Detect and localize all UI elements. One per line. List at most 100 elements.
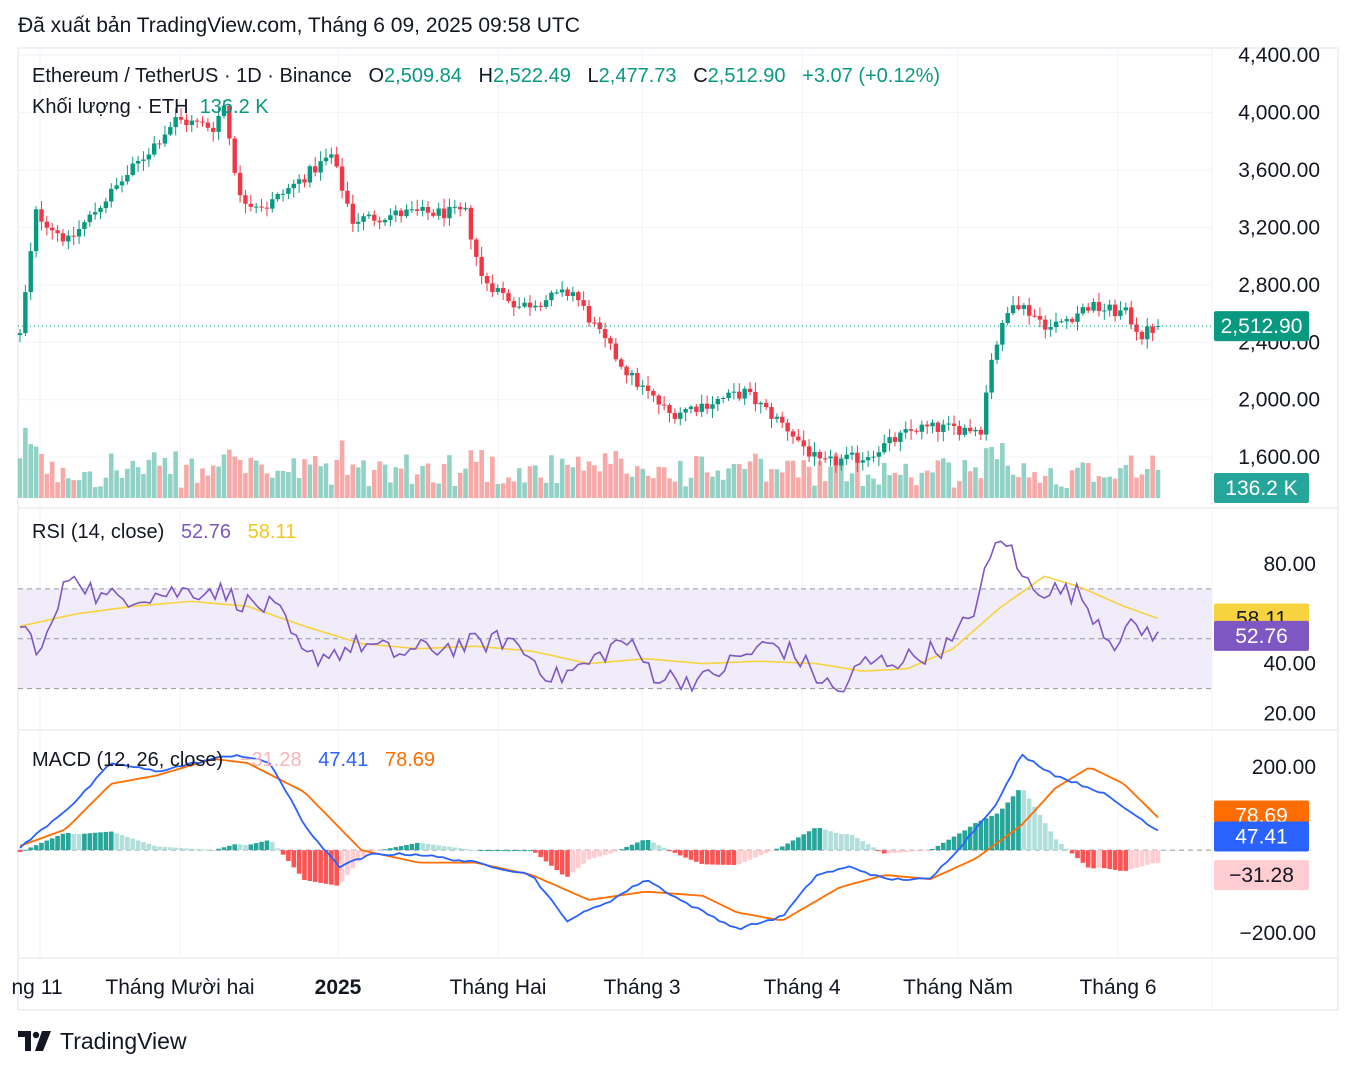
volume-bar [758,458,764,498]
volume-bar [1059,486,1064,498]
volume-badge-bg [1214,473,1309,503]
macd-histogram-bar [704,850,710,865]
volume-bar [919,472,925,498]
macd-histogram-bar [1128,850,1134,870]
candle-body [801,440,806,447]
macd-histogram-bar [473,850,479,852]
candle-body [1010,305,1016,314]
macd-histogram-bar [957,833,962,851]
macd-histogram-bar [554,850,560,871]
macd-histogram-bar [237,844,243,851]
candle-body [415,209,420,211]
candle-body [109,188,114,202]
macd-histogram-bar [1075,850,1080,859]
volume-bar [221,454,227,498]
macd-histogram-bar [371,850,377,852]
volume-bar [92,487,98,498]
candle-body [951,423,957,427]
volume-bar [1016,477,1021,498]
volume-bar [1064,488,1070,498]
candle-body [672,413,678,419]
time-axis-label: Tháng Hai [450,976,547,999]
candle-body [98,208,103,213]
tradingview-brand[interactable]: TradingView [18,1028,187,1055]
candle-body [1145,326,1150,340]
candle-body [506,292,511,302]
macd-histogram-bar [967,826,973,851]
volume-bar [377,461,382,498]
candle-body [393,210,398,216]
volume-bar [565,464,570,498]
volume-bar [774,469,780,498]
candle-body [640,385,645,387]
volume-bar [838,457,844,498]
volume-bar [822,481,828,498]
macd-histogram-bar [119,835,125,851]
volume-bar [345,474,350,498]
rsi-value: 52.76 [180,521,231,543]
candle-body [576,292,581,301]
macd-histogram-bar [323,850,329,884]
candle-body [1005,313,1010,323]
candle-body [270,199,275,209]
macd-histogram-bar [720,850,726,865]
volume-bar [49,461,55,498]
price-axis-label: 4,400.00 [1238,44,1320,67]
macd-histogram-bar [516,850,522,852]
volume-bar [178,487,184,498]
macd-histogram-bar [983,818,989,851]
volume-bar [865,474,871,498]
macd-histogram-bar [1112,850,1118,870]
volume-bar [710,476,715,498]
volume-bar [1107,476,1112,498]
volume-bar [699,456,705,498]
candle-body [549,292,554,301]
volume-bar [71,480,76,498]
candle-body [849,452,855,455]
candle-body [720,397,726,399]
time-axis-label: Tháng 4 [763,976,840,999]
macd-histogram-bar [1123,850,1129,871]
volume-bar [468,450,474,498]
macd-label: MACD (12, 26, close) [32,749,224,771]
candle-body [1139,331,1145,340]
volume-bar [125,468,130,498]
macd-histogram-bar [436,845,441,851]
macd-histogram-bar [656,845,662,851]
macd-histogram-bar [812,828,817,851]
volume-bar [908,477,914,498]
price-candles [17,100,1212,473]
volume-bar [516,468,522,498]
grid-lines [18,48,1212,958]
macd-histogram-bar [1155,850,1161,864]
candle-body [1059,321,1064,323]
brand-name: TradingView [60,1028,187,1054]
macd-histogram-bar [731,850,737,866]
volume-bar [677,460,683,498]
time-axis-label: 2025 [315,976,362,999]
candle-body [726,392,731,398]
macd-histogram-bar [978,820,984,851]
candle-body [71,235,76,237]
volume-bar [586,461,592,498]
rsi-line [19,540,1159,693]
volume-bar [506,477,511,498]
macd-line [19,753,1159,931]
volume-bar [946,462,951,498]
candle-body [60,233,66,242]
macd-histogram-bar [125,836,130,851]
volume-bar [168,473,173,498]
macd-histogram-bar [737,850,742,865]
candle-body [855,452,860,463]
volume-bar [114,470,119,498]
candle-body [871,456,876,458]
macd-histogram-bar [1118,850,1123,871]
macd-histogram-bar [490,850,495,852]
candle-body [785,422,790,432]
volume-bar [286,472,291,498]
candle-body [699,403,704,412]
close-value: 2,512.90 [707,65,786,87]
macd-histogram-bar [828,831,833,851]
volume-bar [431,482,436,498]
